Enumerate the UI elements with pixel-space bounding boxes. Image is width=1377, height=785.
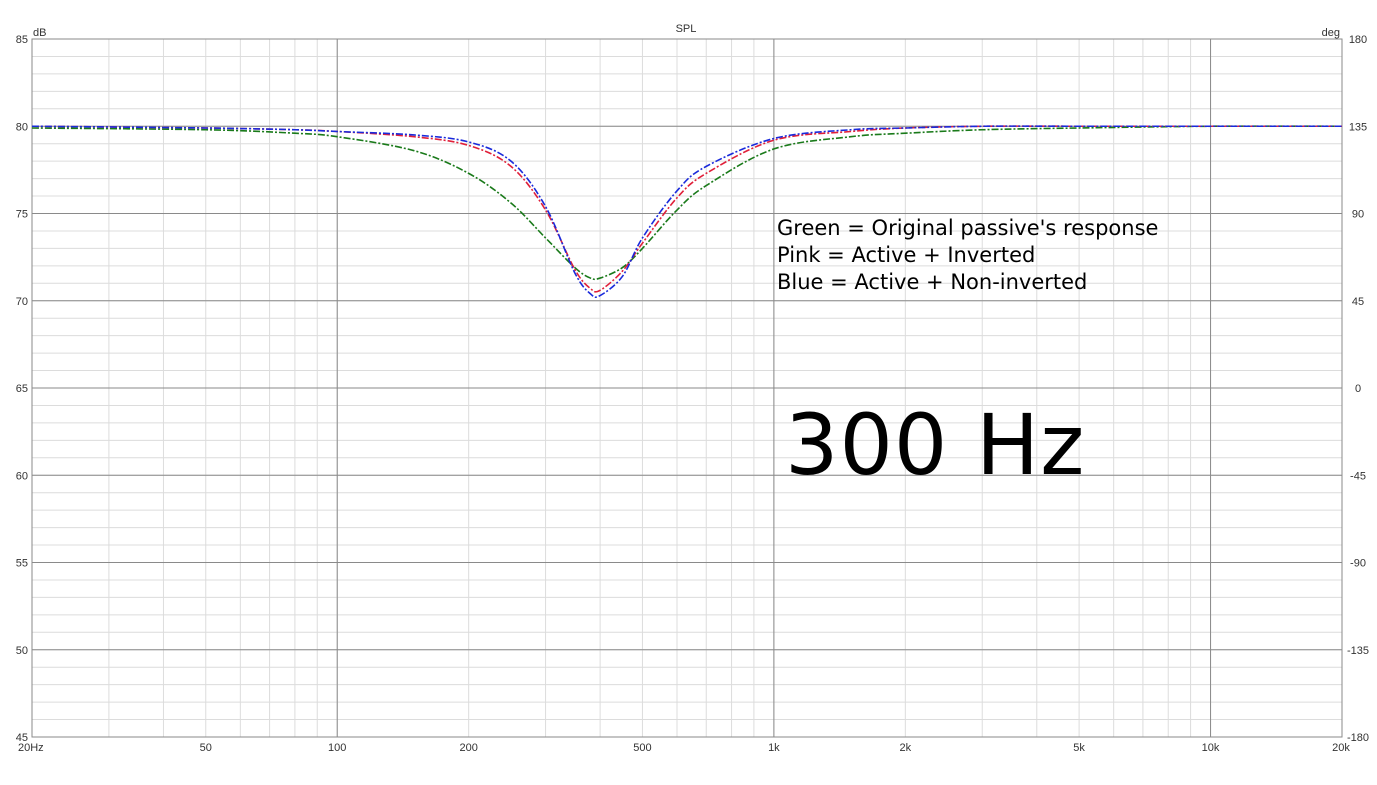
y2-tick-label: 90: [1352, 209, 1364, 221]
x-tick-label: 5k: [1073, 742, 1085, 754]
x-tick-label: 20k: [1332, 742, 1350, 754]
y-tick-label: 85: [16, 34, 28, 46]
frequency-label: 300 Hz: [785, 396, 1086, 494]
tick-labels: 20Hz 50 100 200 500 1k 2k 5k 10k 20k 45 50 55 60 65 70 7…: [16, 34, 1369, 754]
series-green-curve: [31, 125, 1343, 281]
legend-line-blue: Blue = Active + Non-inverted: [777, 270, 1088, 294]
series-layer: [31, 125, 1343, 299]
y2-tick-label: 45: [1352, 296, 1364, 308]
x-tick-label: 50: [200, 742, 212, 754]
series-blue-curve: [31, 125, 1342, 299]
y2-tick-label: -135: [1347, 645, 1369, 657]
y2-tick-label: 0: [1355, 383, 1361, 395]
y-tick-label: 65: [16, 383, 28, 395]
x-tick-label: 20Hz: [18, 742, 44, 754]
y-axis-unit: dB: [33, 27, 46, 39]
chart-title: SPL: [676, 23, 697, 35]
y-tick-label: 80: [16, 121, 28, 133]
plot-frame: [31, 38, 1343, 738]
x-tick-label: 500: [633, 742, 651, 754]
x-tick-label: 200: [459, 742, 477, 754]
y2-tick-label: 180: [1349, 34, 1367, 46]
x-tick-label: 2k: [900, 742, 912, 754]
x-tick-label: 100: [328, 742, 346, 754]
y-tick-label: 75: [16, 209, 28, 221]
y2-tick-label: -180: [1347, 732, 1369, 744]
legend-line-green: Green = Original passive's response: [777, 216, 1159, 240]
y-tick-label: 55: [16, 558, 28, 570]
y2-tick-label: 135: [1349, 121, 1367, 133]
y-tick-label: 70: [16, 296, 28, 308]
y2-axis-unit: deg: [1322, 27, 1340, 39]
y2-tick-label: -45: [1350, 470, 1366, 482]
legend-line-pink: Pink = Active + Inverted: [777, 243, 1036, 267]
y-tick-label: 50: [16, 645, 28, 657]
x-tick-label: 10k: [1202, 742, 1220, 754]
y2-tick-label: -90: [1350, 558, 1366, 570]
y-tick-label: 60: [16, 470, 28, 482]
x-tick-label: 1k: [768, 742, 780, 754]
y-tick-label: 45: [16, 732, 28, 744]
legend-annotation: Green = Original passive's response Pink…: [777, 215, 1158, 296]
